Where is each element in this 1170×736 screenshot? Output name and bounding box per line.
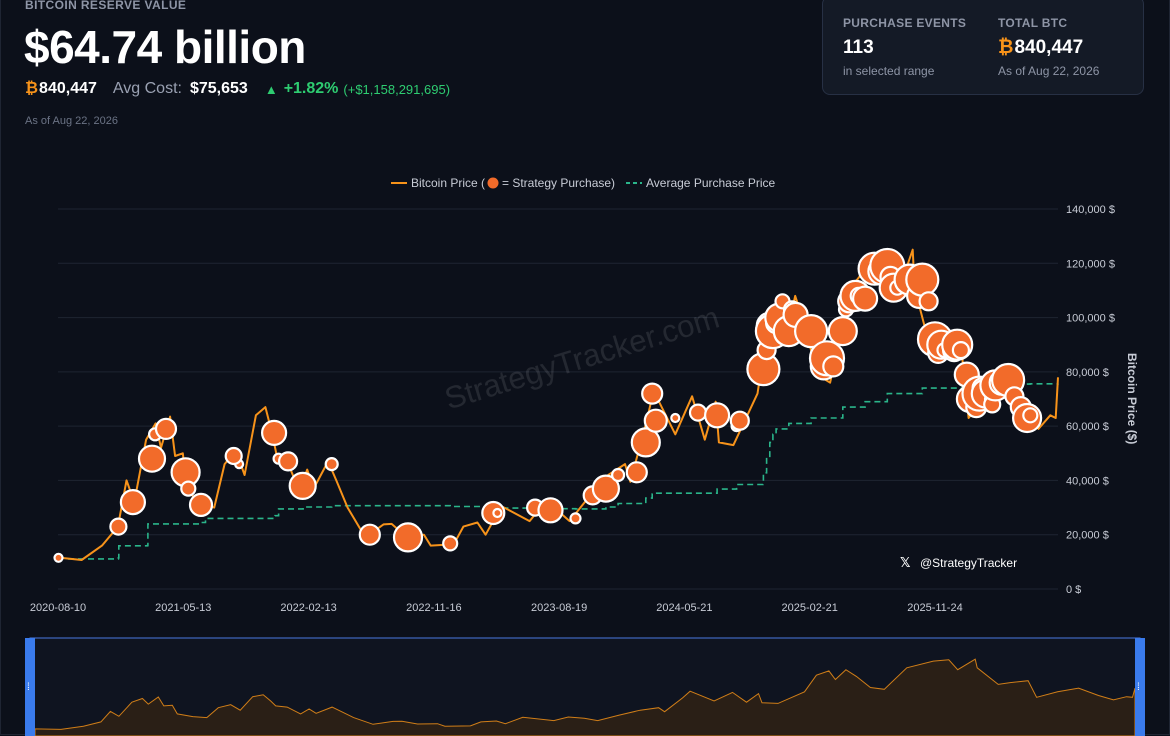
drag-handle-icon: ⁞ xyxy=(27,682,30,693)
purchase-marker[interactable] xyxy=(119,489,146,516)
avg-cost-value: $75,653 xyxy=(189,80,248,97)
purchase-marker[interactable] xyxy=(224,446,243,466)
btc-amount: 840,447 xyxy=(39,80,97,97)
purchase-marker[interactable] xyxy=(261,419,288,446)
purchase-marker[interactable] xyxy=(109,517,128,536)
legend-price-label: Bitcoin Price ( xyxy=(411,176,485,190)
avg-cost-label: Avg Cost: xyxy=(112,80,182,97)
purchase-marker[interactable] xyxy=(827,316,858,347)
x-logo-icon: 𝕏 xyxy=(900,555,911,570)
purchase-marker[interactable] xyxy=(688,403,708,422)
purchase-marker[interactable] xyxy=(442,535,459,552)
x-axis: 2020-08-10 2021-05-13 2022-02-13 2022-11-16… xyxy=(30,602,963,614)
navigator-area xyxy=(34,658,1136,736)
purchase-marker[interactable] xyxy=(729,410,750,431)
purchase-marker[interactable] xyxy=(918,291,939,312)
purchase-events-sub: in selected range xyxy=(843,64,935,78)
purchase-marker[interactable] xyxy=(822,355,845,378)
legend-purchase-swatch xyxy=(487,177,499,189)
purchase-marker[interactable] xyxy=(392,522,424,553)
legend-avg-label: Average Purchase Price xyxy=(646,176,776,190)
purchase-marker[interactable] xyxy=(630,427,661,458)
summary-card: PURCHASE EVENTS 113 in selected range TO… xyxy=(822,0,1144,95)
y-tick-label: 120,000 $ xyxy=(1066,258,1115,270)
x-tick-label: 2022-02-13 xyxy=(280,602,336,614)
bitcoin-icon: ₿ xyxy=(998,37,1014,58)
purchase-marker[interactable] xyxy=(537,497,564,524)
purchase-marker[interactable] xyxy=(137,444,167,473)
purchase-markers xyxy=(53,247,1043,563)
drag-handle-icon: ⁞ xyxy=(1137,682,1140,693)
navigator-right-handle[interactable] xyxy=(1135,638,1145,736)
x-tick-label: 2025-02-21 xyxy=(782,602,838,614)
x-tick-label: 2021-05-13 xyxy=(155,602,211,614)
stats-row: ₿ 840,447 Avg Cost: $75,653 ▲ +1.82% (+$… xyxy=(25,80,450,98)
y-tick-label: 0 $ xyxy=(1066,584,1081,596)
bitcoin-icon: ₿ xyxy=(25,80,39,97)
purchase-marker[interactable] xyxy=(703,402,731,429)
purchase-marker[interactable] xyxy=(53,552,64,563)
purchase-marker[interactable] xyxy=(851,285,879,312)
purchase-marker[interactable] xyxy=(188,492,214,517)
total-btc-label: TOTAL BTC xyxy=(998,16,1068,30)
change-percent: +1.82% xyxy=(283,80,339,97)
change-absolute: (+$1,158,291,695) xyxy=(343,81,451,97)
y-axis: 0 $ 20,000 $ 40,000 $ 60,000 $ 80,000 $ 100,0… xyxy=(1066,204,1115,596)
y-tick-label: 80,000 $ xyxy=(1066,367,1109,379)
range-navigator[interactable]: ⁞ ⁞ xyxy=(25,637,1145,736)
purchase-marker[interactable] xyxy=(670,412,681,424)
up-arrow-icon: ▲ xyxy=(264,81,278,97)
purchase-marker[interactable] xyxy=(278,451,299,472)
total-btc-value: ₿840,447 xyxy=(998,37,1083,59)
grid xyxy=(58,208,1058,590)
y-axis-label: Bitcoin Price ($) xyxy=(1125,353,1139,444)
legend: Bitcoin Price ( = Strategy Purchase) Ave… xyxy=(391,176,776,190)
y-tick-label: 60,000 $ xyxy=(1066,421,1109,433)
total-btc-asof: As of Aug 22, 2026 xyxy=(998,64,1100,78)
x-tick-label: 2024-05-21 xyxy=(656,602,712,614)
purchase-marker[interactable] xyxy=(358,523,381,546)
purchase-marker[interactable] xyxy=(569,512,582,525)
purchase-marker[interactable] xyxy=(610,467,626,483)
y-tick-label: 40,000 $ xyxy=(1066,475,1109,487)
purchase-marker[interactable] xyxy=(643,408,668,433)
x-social-handle[interactable]: 𝕏 @StrategyTracker xyxy=(900,555,1017,570)
purchase-marker[interactable] xyxy=(793,314,829,349)
purchase-marker[interactable] xyxy=(951,341,971,360)
as-of-date: As of Aug 22, 2026 xyxy=(25,115,118,127)
y-tick-label: 20,000 $ xyxy=(1066,530,1109,542)
average-purchase-line xyxy=(68,383,1059,560)
purchase-marker[interactable] xyxy=(492,507,503,519)
purchase-marker[interactable] xyxy=(324,457,339,472)
x-tick-label: 2025-11-24 xyxy=(907,602,962,614)
purchase-marker[interactable] xyxy=(905,262,940,297)
purchase-marker[interactable] xyxy=(591,474,621,503)
reserve-value: $64.74 billion xyxy=(24,21,306,73)
legend-purchase-label: = Strategy Purchase) xyxy=(502,176,615,190)
navigator-left-handle[interactable] xyxy=(25,638,35,736)
reserve-value-label: BITCOIN RESERVE VALUE xyxy=(25,0,187,12)
purchase-marker[interactable] xyxy=(625,461,648,484)
purchase-marker[interactable] xyxy=(288,471,317,500)
x-tick-label: 2022-11-16 xyxy=(406,602,461,614)
y-tick-label: 140,000 $ xyxy=(1066,204,1115,216)
purchase-marker[interactable] xyxy=(641,382,664,405)
purchase-marker[interactable] xyxy=(154,417,178,440)
x-tick-label: 2020-08-10 xyxy=(30,602,86,614)
y-tick-label: 100,000 $ xyxy=(1066,313,1115,325)
x-tick-label: 2023-08-19 xyxy=(531,602,587,614)
purchase-events-value: 113 xyxy=(843,37,874,58)
purchase-events-label: PURCHASE EVENTS xyxy=(843,16,967,30)
social-handle-text: @StrategyTracker xyxy=(920,556,1017,570)
purchase-marker[interactable] xyxy=(180,480,197,497)
total-btc-amount: 840,447 xyxy=(1014,37,1084,58)
purchase-marker[interactable] xyxy=(1022,407,1039,424)
